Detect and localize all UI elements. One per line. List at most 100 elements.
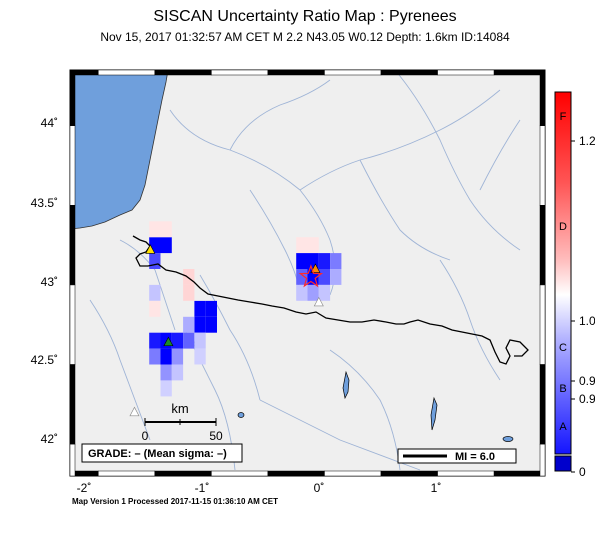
station-grey-triangle [313, 296, 324, 307]
lon-tick-label: 1˚ [431, 481, 442, 495]
station-green-triangle [163, 336, 174, 347]
uncertainty-cell [149, 237, 161, 254]
uncertainty-cell [318, 253, 331, 269]
uncertainty-cell [149, 332, 161, 349]
uncertainty-cell [149, 348, 161, 365]
uncertainty-cell [149, 300, 161, 317]
frame-band [380, 69, 438, 76]
uncertainty-cell [183, 332, 195, 349]
frame-band [324, 69, 382, 76]
mi-text: MI = 6.0 [455, 451, 495, 463]
frame-band [69, 69, 76, 126]
frame-band [267, 69, 325, 76]
legend-letter: B [559, 383, 566, 395]
scale-unit-label: km [171, 401, 188, 416]
legend-value: 1.2 [579, 134, 595, 148]
lat-tick-label: 42˚ [41, 432, 58, 446]
uncertainty-cell [149, 284, 161, 301]
uncertainty-cell [160, 380, 172, 397]
epicenter-star [298, 264, 324, 288]
uncertainty-cell [194, 332, 206, 349]
legend-value: 1.0 [579, 314, 595, 328]
color-legend: F D C B A 1.2 1.0 0.9 0.9 0 [554, 91, 595, 479]
legend-value: 0 [579, 465, 586, 479]
uncertainty-cell [205, 300, 217, 317]
legend-letter: F [560, 111, 567, 123]
frame-band [493, 69, 546, 76]
lat-tick-label: 42.5˚ [31, 353, 58, 367]
frame-ticks [69, 69, 546, 477]
lon-tick-label: -1˚ [195, 481, 210, 495]
uncertainty-cell [194, 316, 206, 333]
frame-band [437, 69, 495, 76]
legend-letter: D [559, 221, 567, 233]
uncertainty-cell [171, 332, 184, 349]
uncertainty-cell [307, 253, 319, 269]
uncertainty-cell [318, 269, 331, 285]
lat-tick-label: 44˚ [41, 116, 58, 130]
uncertainty-cell [160, 332, 172, 349]
grade-text: GRADE: – (Mean sigma: –) [88, 448, 227, 460]
uncertainty-cell [296, 237, 308, 254]
station-grey-triangle [129, 406, 140, 417]
frame-band [539, 125, 546, 206]
uncertainty-cell [183, 284, 195, 301]
frame-band [69, 364, 76, 445]
uncertainty-cell [318, 284, 331, 301]
legend-letter: C [559, 342, 567, 354]
scale-tick-label: 50 [209, 429, 223, 443]
lon-tick-label: -2˚ [77, 481, 92, 495]
lon-tick-label: 0˚ [314, 481, 325, 495]
scale-tick-label: 0 [142, 429, 149, 443]
frame-band [98, 470, 156, 477]
frame-band [69, 125, 76, 206]
frame-band [267, 470, 325, 477]
frame-band [380, 470, 438, 477]
grade-box: GRADE: – (Mean sigma: –) [81, 443, 243, 463]
uncertainty-cell [194, 348, 206, 365]
frame-band [69, 205, 76, 286]
frame-band [539, 364, 546, 445]
uncertainty-cell [330, 269, 342, 285]
frame-band [69, 443, 76, 477]
legend-colorbar [554, 91, 572, 455]
legend-zero-swatch [554, 455, 572, 472]
uncertainty-cell [330, 253, 342, 269]
legend-value: 0.9 [579, 392, 595, 406]
mi-box: MI = 6.0 [397, 448, 517, 464]
uncertainty-cell [307, 269, 319, 285]
uncertainty-cell [160, 364, 172, 381]
uncertainty-cell [183, 269, 195, 285]
scale-bar: km 0 50 [142, 401, 223, 443]
frame-band [154, 470, 212, 477]
uncertainty-cell [296, 269, 308, 285]
frame-band [154, 69, 212, 76]
station-markers [129, 244, 324, 417]
frame-band [211, 69, 269, 76]
frame-band [69, 284, 76, 365]
frame-band [437, 470, 495, 477]
uncertainty-cell [296, 253, 308, 269]
frame-band [539, 205, 546, 286]
uncertainty-cell [205, 316, 217, 333]
processing-footer: Map Version 1 Processed 2017-11-15 01:36… [72, 497, 279, 506]
frame-band [493, 470, 546, 477]
border-line [132, 235, 529, 365]
uncertainty-cell [183, 316, 195, 333]
frame-band [539, 284, 546, 365]
frame-band [211, 470, 269, 477]
lat-tick-label: 43˚ [41, 275, 58, 289]
coastline [70, 70, 169, 230]
legend-value: 0.9 [579, 374, 595, 388]
station-yellow-triangle [145, 244, 156, 254]
uncertainty-cell [296, 284, 308, 301]
rivers [89, 70, 521, 471]
lat-tick-label: 43.5˚ [31, 196, 58, 210]
uncertainty-cell [160, 221, 172, 238]
frame-band [539, 69, 546, 126]
frame-band [98, 69, 156, 76]
uncertainty-cell [307, 237, 319, 254]
frame-band [539, 443, 546, 477]
event-info: Nov 15, 2017 01:32:57 AM CET M 2.2 N43.0… [100, 30, 510, 44]
uncertainty-cell [149, 253, 161, 269]
